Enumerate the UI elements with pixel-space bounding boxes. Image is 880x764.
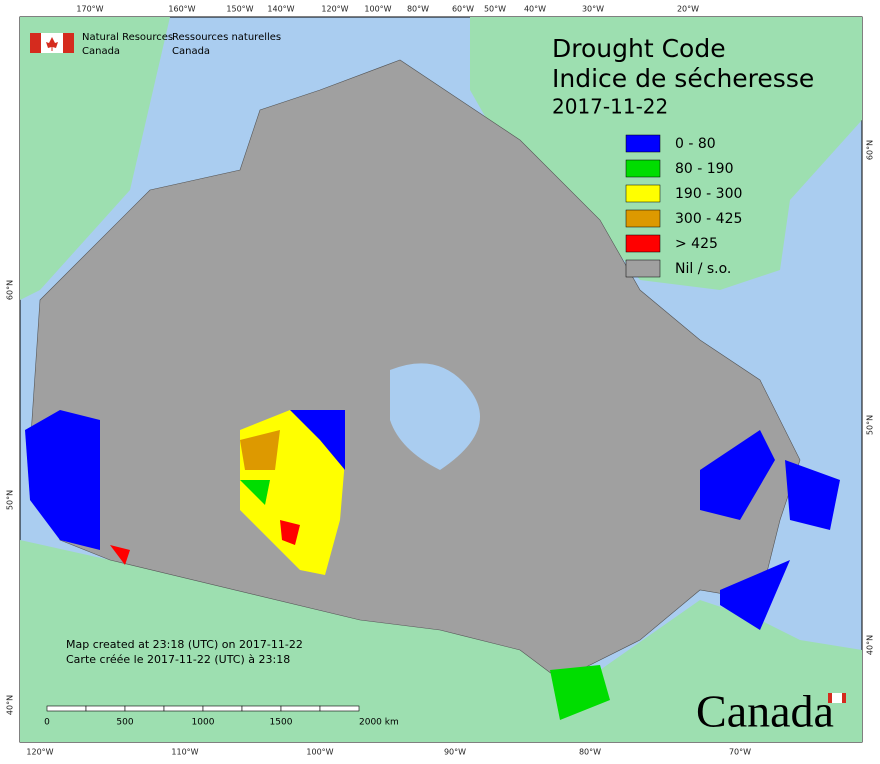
legend-swatch bbox=[625, 209, 661, 228]
scale-segment bbox=[46, 705, 87, 712]
longitude-label: 140°W bbox=[267, 5, 294, 14]
longitude-label: 120°W bbox=[26, 748, 53, 757]
latitude-label: 50°N bbox=[866, 415, 875, 435]
latitude-label: 40°N bbox=[866, 635, 875, 655]
longitude-label: 80°W bbox=[579, 748, 601, 757]
longitude-label: 150°W bbox=[226, 5, 253, 14]
longitude-label: 100°W bbox=[306, 748, 333, 757]
longitude-label: 80°W bbox=[407, 5, 429, 14]
legend-swatch bbox=[625, 134, 661, 153]
agency-fr: Ressources naturelles bbox=[172, 32, 281, 43]
scale-segment bbox=[280, 705, 321, 712]
scale-segment bbox=[85, 705, 126, 712]
scale-segment bbox=[202, 705, 243, 712]
flag-bar bbox=[63, 33, 74, 53]
legend-swatch bbox=[625, 184, 661, 203]
agency-fr: Canada bbox=[172, 46, 210, 57]
title: Indice de sécheresse bbox=[552, 64, 814, 93]
longitude-label: 60°W bbox=[452, 5, 474, 14]
longitude-label: 170°W bbox=[76, 5, 103, 14]
flag-leaf bbox=[46, 37, 58, 51]
legend-swatch bbox=[625, 159, 661, 178]
scale-label: 1000 bbox=[192, 718, 215, 728]
scale-label: 500 bbox=[116, 718, 133, 728]
hudson-bay bbox=[390, 363, 480, 470]
legend-swatch bbox=[625, 234, 661, 253]
drought-areas bbox=[25, 410, 840, 720]
legend-label: 300 - 425 bbox=[675, 211, 742, 227]
creation-note: Map created at 23:18 (UTC) on 2017-11-22 bbox=[66, 638, 303, 651]
flag-bar bbox=[30, 33, 41, 53]
legend-label: > 425 bbox=[675, 236, 718, 252]
legend-label: 0 - 80 bbox=[675, 136, 716, 152]
scale-segment bbox=[124, 705, 165, 712]
united-states bbox=[20, 540, 862, 742]
legend-swatch bbox=[625, 259, 661, 278]
latitude-label: 60°N bbox=[866, 140, 875, 160]
longitude-label: 110°W bbox=[171, 748, 198, 757]
longitude-label: 160°W bbox=[168, 5, 195, 14]
longitude-label: 120°W bbox=[321, 5, 348, 14]
legend-label: 80 - 190 bbox=[675, 161, 734, 177]
scale-bar: 0 500 1000 1500 2000 km bbox=[44, 705, 399, 728]
longitude-label: 50°W bbox=[484, 5, 506, 14]
legend-label: 190 - 300 bbox=[675, 186, 742, 202]
scale-segment bbox=[319, 705, 360, 712]
scale-label: 2000 km bbox=[359, 718, 399, 728]
latitude-label: 40°N bbox=[6, 695, 15, 715]
title: Drought Code bbox=[552, 34, 726, 63]
alaska bbox=[20, 17, 170, 300]
agency-en: Natural Resources bbox=[82, 32, 173, 43]
creation-note: Carte créée le 2017-11-22 (UTC) à 23:18 bbox=[66, 653, 290, 666]
scale-segment bbox=[163, 705, 204, 712]
longitude-label: 20°W bbox=[677, 5, 699, 14]
longitude-label: 100°W bbox=[364, 5, 391, 14]
scale-segment bbox=[241, 705, 282, 712]
longitude-label: 40°W bbox=[524, 5, 546, 14]
greenland bbox=[470, 17, 862, 290]
date: 2017-11-22 bbox=[552, 95, 668, 119]
scale-label: 0 bbox=[44, 718, 50, 728]
agency-en: Canada bbox=[82, 46, 120, 57]
wordmark-flag bbox=[832, 693, 842, 703]
legend-label: Nil / s.o. bbox=[675, 261, 731, 277]
latitude-label: 50°N bbox=[6, 490, 15, 510]
longitude-label: 30°W bbox=[582, 5, 604, 14]
wordmark: Canada bbox=[696, 686, 834, 737]
latitude-label: 60°N bbox=[6, 280, 15, 300]
longitude-label: 90°W bbox=[444, 748, 466, 757]
longitude-label: 70°W bbox=[729, 748, 751, 757]
scale-label: 1500 bbox=[270, 718, 293, 728]
